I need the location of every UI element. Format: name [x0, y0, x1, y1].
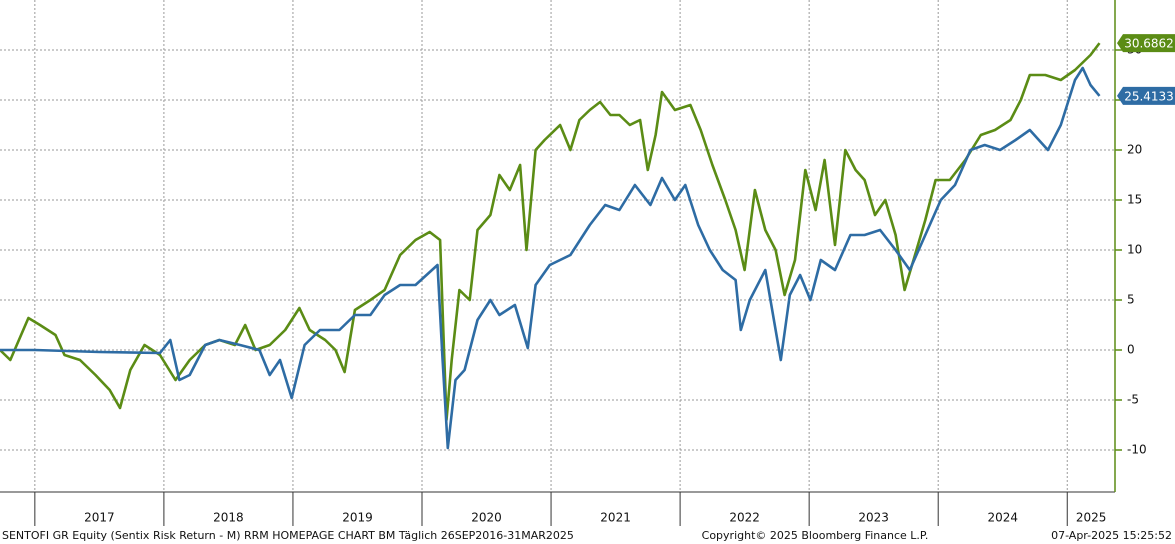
- y-tick-label: 15: [1127, 193, 1142, 207]
- x-tick-label: 2022: [729, 511, 760, 525]
- x-tick-label: 2018: [213, 511, 244, 525]
- x-tick-label: 2025: [1076, 511, 1107, 525]
- last-value-label: 30.6862: [1124, 37, 1174, 51]
- x-tick-label: 2019: [342, 511, 373, 525]
- last-value-tag: [1117, 86, 1175, 105]
- x-tick-label: 2020: [471, 511, 502, 525]
- footer-right: 07-Apr-2025 15:25:52: [1051, 529, 1172, 542]
- y-tick-label: -5: [1127, 393, 1139, 407]
- last-value-tag: [1117, 34, 1175, 53]
- footer-left: SENTOFI GR Equity (Sentix Risk Return - …: [2, 529, 574, 542]
- y-tick-label: 10: [1127, 243, 1142, 257]
- x-tick-label: 2023: [858, 511, 889, 525]
- x-tick-label: 2021: [600, 511, 631, 525]
- y-tick-label: -10: [1127, 443, 1147, 457]
- footer-center: Copyright© 2025 Bloomberg Finance L.P.: [702, 529, 929, 542]
- last-value-label: 25.4133: [1124, 89, 1174, 103]
- x-tick-label: 2017: [84, 511, 115, 525]
- y-tick-label: 0: [1127, 343, 1135, 357]
- x-tick-label: 2024: [987, 511, 1018, 525]
- y-tick-label: 5: [1127, 293, 1135, 307]
- y-tick-label: 20: [1127, 143, 1142, 157]
- series-line: [0, 66, 1101, 450]
